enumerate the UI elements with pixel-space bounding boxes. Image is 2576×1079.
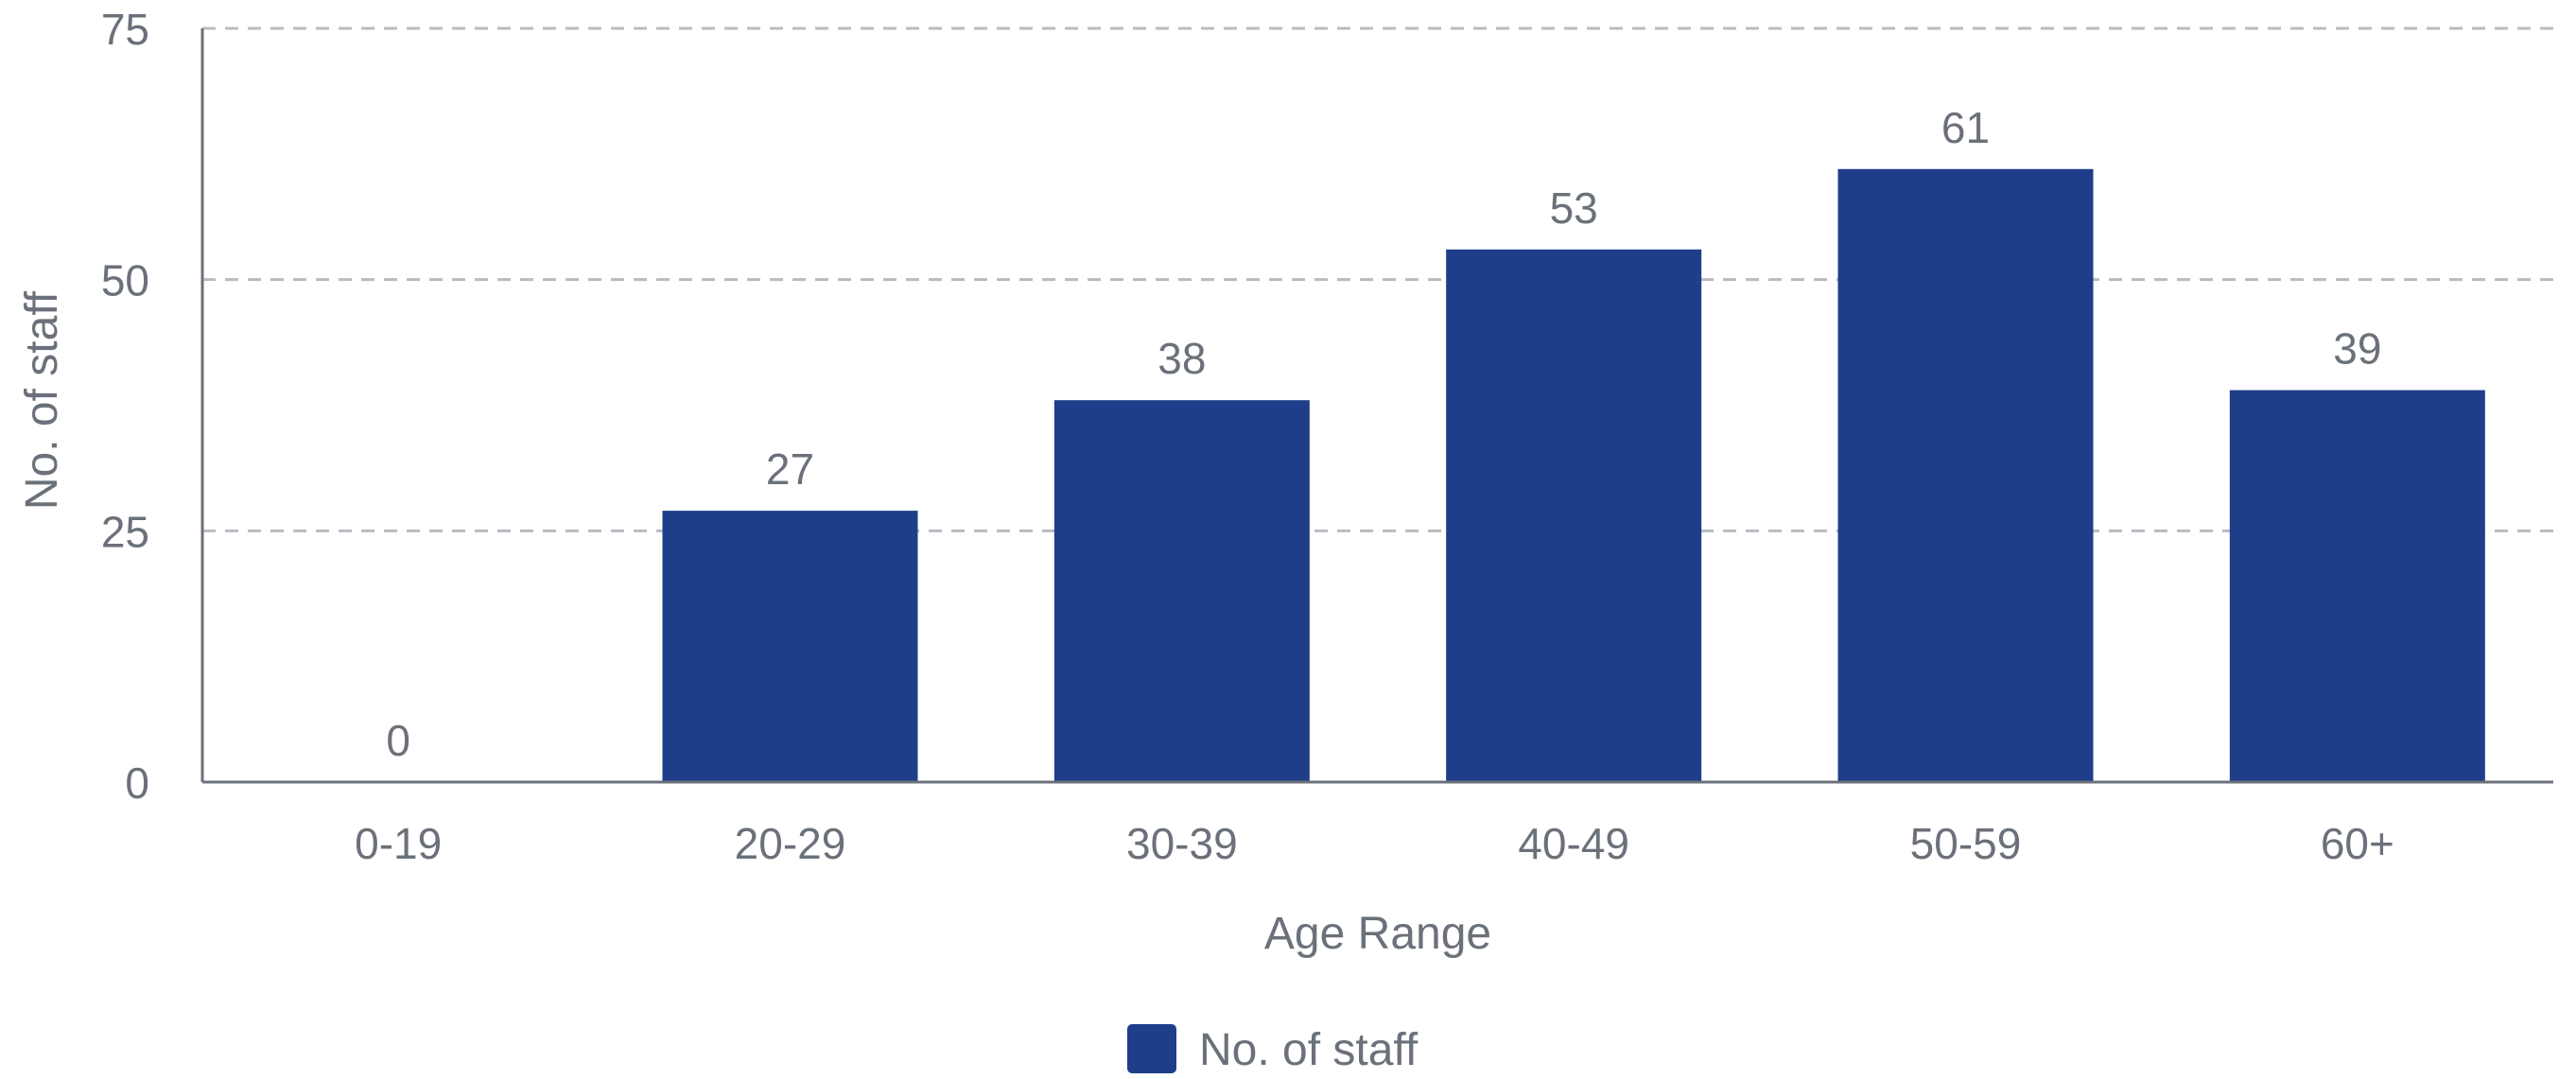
y-tick-label: 75 xyxy=(101,5,149,54)
data-labels: 0 27 38 53 61 39 xyxy=(386,103,2381,765)
bars xyxy=(662,168,2485,783)
bar-50-59 xyxy=(1837,168,2094,783)
x-tick-label: 60+ xyxy=(2321,819,2394,868)
x-tick-label: 30-39 xyxy=(1126,819,1238,868)
y-tick-label: 50 xyxy=(101,256,149,305)
gridlines xyxy=(202,26,2553,532)
y-tick-labels: 0 25 50 75 xyxy=(101,5,149,808)
data-label: 53 xyxy=(1550,183,1598,233)
x-tick-label: 40-49 xyxy=(1518,819,1629,868)
x-tick-label: 50-59 xyxy=(1910,819,2022,868)
legend: No. of staff xyxy=(1127,1024,1419,1075)
data-label: 39 xyxy=(2333,324,2381,374)
bar-20-29 xyxy=(662,511,918,782)
y-tick-label: 0 xyxy=(125,758,149,808)
data-label: 0 xyxy=(386,716,410,765)
legend-swatch xyxy=(1127,1024,1176,1073)
data-label: 38 xyxy=(1157,334,1206,383)
y-axis-title: No. of staff xyxy=(17,290,67,510)
x-tick-label: 20-29 xyxy=(735,819,846,868)
legend-label: No. of staff xyxy=(1199,1025,1419,1075)
bar-40-49 xyxy=(1446,249,1702,783)
axes xyxy=(200,28,2553,784)
bar-30-39 xyxy=(1053,400,1310,782)
x-tick-labels: 0-19 20-29 30-39 40-49 50-59 60+ xyxy=(355,819,2394,868)
bar-60+ xyxy=(2229,390,2485,782)
data-label: 61 xyxy=(1941,103,1990,152)
x-tick-label: 0-19 xyxy=(355,819,442,868)
x-axis-title: Age Range xyxy=(1264,909,1491,959)
data-label: 27 xyxy=(766,444,814,494)
y-tick-label: 25 xyxy=(101,507,149,556)
